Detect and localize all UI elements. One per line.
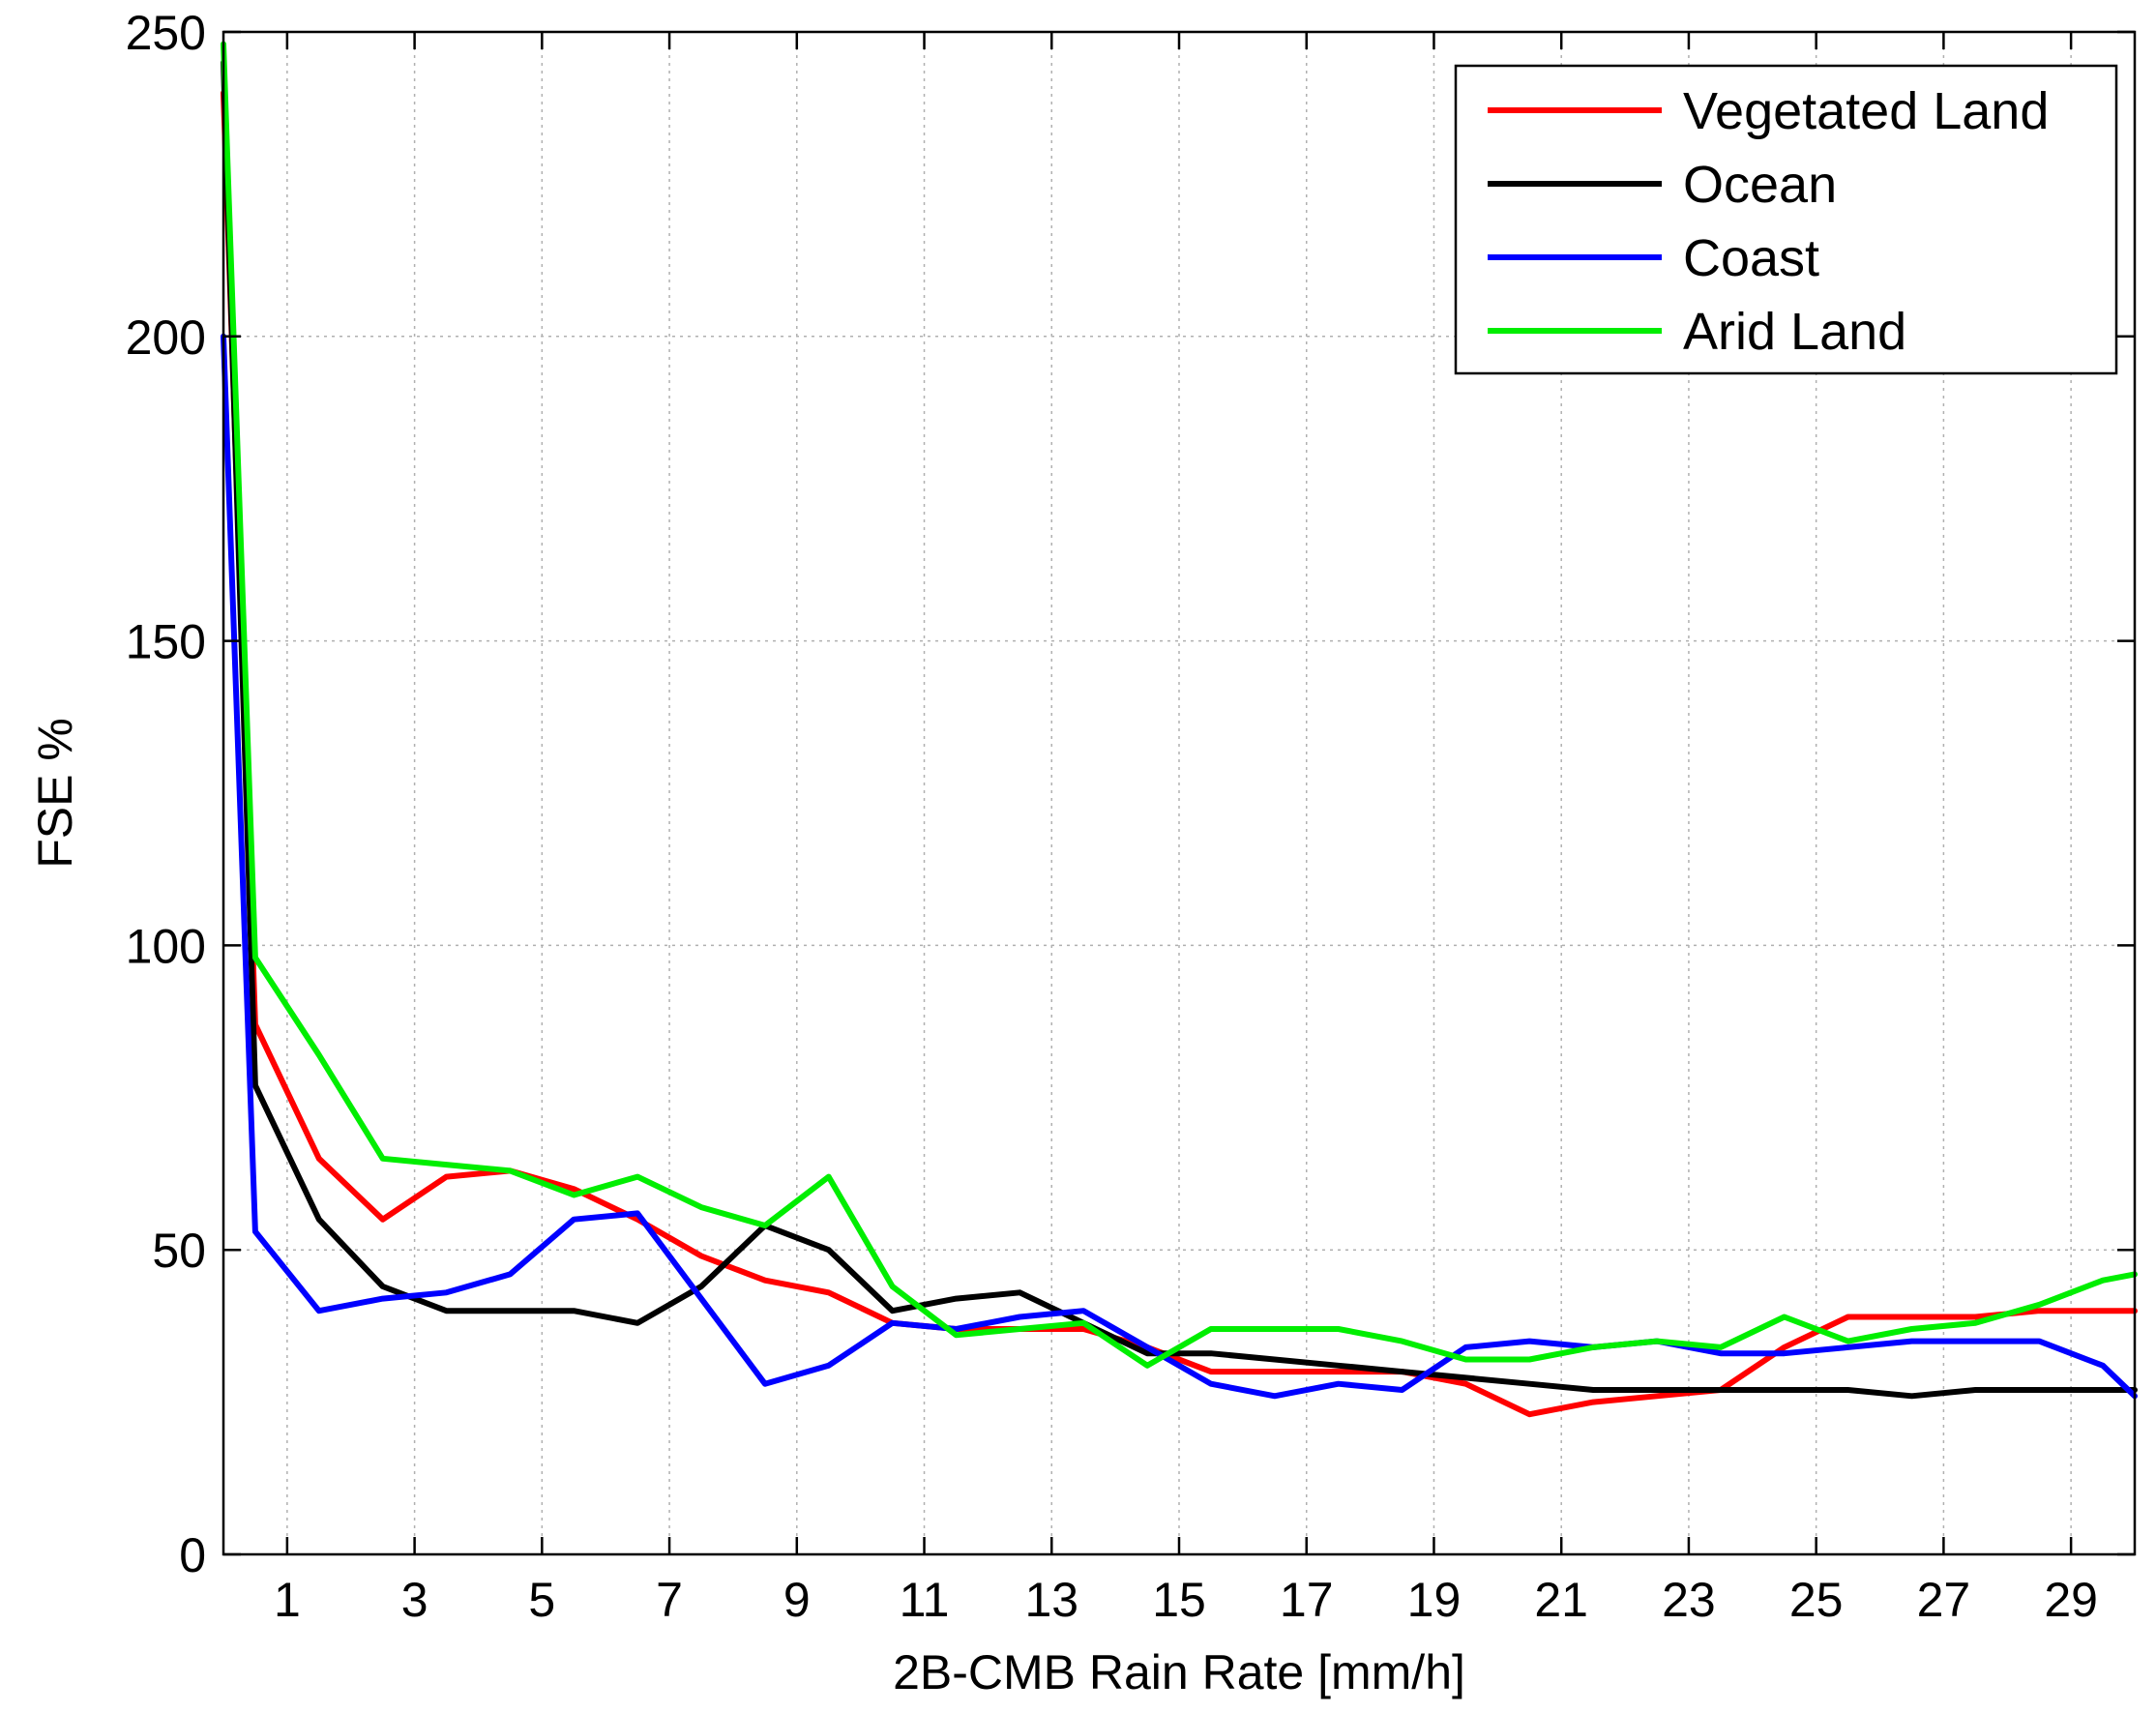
- y-tick-label: 200: [126, 310, 206, 365]
- legend-items: Vegetated Land Ocean Coast Arid Land: [1488, 82, 2049, 361]
- x-tick-label: 11: [900, 1573, 950, 1627]
- x-tick-label: 9: [783, 1573, 811, 1627]
- x-tick-label: 15: [1152, 1573, 1206, 1627]
- legend: Vegetated Land Ocean Coast Arid Land: [1454, 64, 2118, 375]
- x-tick-label: 13: [1024, 1573, 1078, 1627]
- x-tick-label: 19: [1407, 1573, 1462, 1627]
- y-tick-label: 100: [126, 919, 206, 973]
- x-tick-label: 3: [401, 1573, 428, 1627]
- y-tick-label: 250: [126, 6, 206, 60]
- x-tick-label: 5: [528, 1573, 555, 1627]
- x-tick-label: 29: [2044, 1573, 2098, 1627]
- x-tick-label: 23: [1662, 1573, 1716, 1627]
- x-tick-label: 1: [274, 1573, 301, 1627]
- x-tick-label: 17: [1280, 1573, 1334, 1627]
- y-tick-label: 150: [126, 615, 206, 669]
- series-line-ocean: [221, 59, 2138, 1400]
- x-tick-label: 21: [1534, 1573, 1588, 1627]
- legend-label-vegetated-land: Vegetated Land: [1683, 82, 2049, 140]
- x-tick-label: 7: [656, 1573, 683, 1627]
- legend-label-ocean: Ocean: [1683, 156, 1837, 214]
- legend-label-arid-land: Arid Land: [1683, 303, 1906, 361]
- y-tick-label: 0: [179, 1528, 206, 1582]
- legend-label-coast: Coast: [1683, 229, 1819, 287]
- ticks-layer: [223, 30, 2135, 1556]
- series-layer: [221, 41, 2138, 1418]
- x-tick-label: 25: [1789, 1573, 1844, 1627]
- y-tick-label: 50: [152, 1224, 206, 1278]
- x-tick-label: 27: [1917, 1573, 1971, 1627]
- legend-box: [1454, 64, 2118, 375]
- series-line-coast: [221, 333, 2138, 1400]
- x-axis-title: 2B-CMB Rain Rate [mm/h]: [893, 1645, 1465, 1699]
- y-axis-title: FSE %: [28, 718, 82, 869]
- series-line-arid-land: [221, 41, 2138, 1369]
